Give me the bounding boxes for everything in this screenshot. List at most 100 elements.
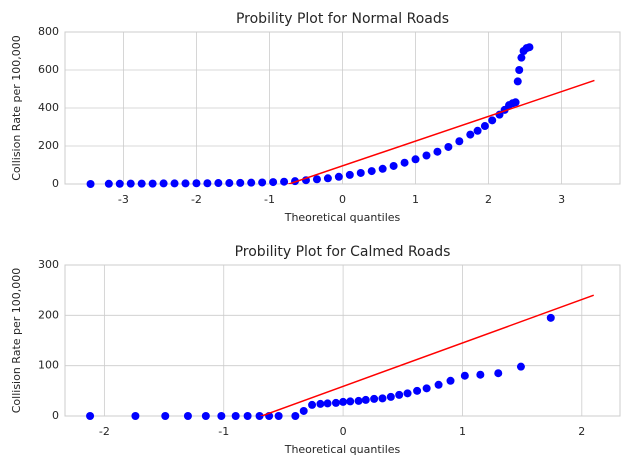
data-point [455, 137, 464, 146]
data-point [201, 412, 210, 420]
y-tick-label: 300 [38, 258, 59, 271]
data-point [243, 412, 252, 420]
data-point [231, 412, 240, 420]
data-point [86, 180, 95, 188]
data-point [378, 394, 387, 403]
x-tick-label: -1 [264, 193, 275, 206]
data-point [126, 179, 135, 188]
data-point [115, 179, 124, 188]
data-point [422, 151, 431, 160]
data-point [183, 412, 192, 420]
data-point [546, 313, 555, 322]
x-tick-label: -2 [191, 193, 202, 206]
data-point [131, 412, 140, 420]
data-point [334, 172, 343, 181]
data-point [159, 179, 168, 188]
data-point [280, 177, 289, 186]
x-tick-label: 2 [485, 193, 492, 206]
data-point [148, 179, 157, 188]
data-point [192, 179, 201, 188]
data-point [444, 142, 453, 151]
data-point [386, 392, 395, 401]
plot-frame [64, 264, 621, 417]
y-tick-label: 200 [38, 308, 59, 321]
data-point [214, 179, 223, 188]
data-point [370, 394, 379, 403]
data-point [345, 170, 354, 179]
chart-title: Probility Plot for Calmed Roads [235, 244, 451, 260]
data-point [316, 399, 325, 408]
data-point [274, 412, 283, 420]
data-point [400, 158, 409, 167]
data-point [170, 179, 179, 188]
data-point [346, 397, 355, 406]
data-point [517, 53, 526, 62]
chart-title: Probility Plot for Normal Roads [236, 11, 449, 27]
data-point [361, 395, 370, 404]
data-point [476, 370, 485, 379]
data-point [339, 397, 348, 406]
x-tick-label: 0 [339, 193, 346, 206]
data-point [367, 167, 376, 176]
data-point [356, 168, 365, 177]
y-tick-label: 400 [38, 101, 59, 114]
x-tick-label: 1 [459, 425, 466, 438]
x-axis-label: Theoretical quantiles [284, 443, 401, 456]
data-point [203, 179, 212, 188]
y-tick-label: 200 [38, 139, 59, 152]
x-tick-label: -2 [99, 425, 110, 438]
data-point [323, 174, 332, 183]
data-point [389, 161, 398, 170]
data-point [525, 43, 534, 52]
data-point [446, 376, 455, 385]
data-point [217, 412, 226, 420]
y-axis-label: Collision Rate per 100,000 [10, 35, 23, 181]
data-point [434, 380, 443, 389]
data-point [269, 178, 278, 187]
data-point [515, 66, 524, 74]
data-point [473, 126, 482, 135]
y-tick-label: 100 [38, 359, 59, 372]
data-point [137, 179, 146, 188]
data-point [511, 98, 520, 107]
data-point [403, 389, 412, 398]
fit-line [259, 294, 594, 416]
y-axis-label: Collision Rate per 100,000 [10, 268, 23, 414]
data-point [258, 178, 267, 187]
data-point [354, 396, 363, 405]
data-point [308, 400, 317, 409]
x-tick-label: 0 [340, 425, 347, 438]
data-point [422, 384, 431, 393]
data-point [480, 122, 489, 131]
data-point [331, 398, 340, 407]
data-point [161, 412, 170, 420]
data-point [236, 178, 245, 187]
y-tick-label: 800 [38, 25, 59, 38]
plot-frame [64, 31, 621, 185]
data-point [104, 179, 113, 188]
x-tick-label: 2 [578, 425, 585, 438]
data-point [181, 179, 190, 188]
data-point [86, 412, 95, 420]
data-point [291, 412, 300, 420]
data-point [516, 362, 525, 371]
data-point [323, 399, 332, 408]
x-tick-label: 3 [558, 193, 565, 206]
x-tick-label: -3 [118, 193, 129, 206]
data-point [225, 179, 234, 188]
data-point [378, 164, 387, 173]
data-point [413, 386, 422, 395]
subplot: 0 100 200 300 -2 -1 0 1 2 Probility Plot for Calm… [10, 244, 621, 456]
data-point [411, 155, 420, 164]
data-point [247, 178, 256, 187]
data-point [312, 175, 321, 184]
data-point [395, 390, 404, 399]
subplot: 0 200 400 600 800 -3 -2 -1 0 1 2 3 Probility Plot fo… [10, 11, 621, 224]
data-point [433, 147, 442, 156]
data-point [488, 116, 497, 125]
x-tick-label: -1 [218, 425, 229, 438]
y-tick-label: 0 [52, 177, 59, 190]
y-tick-label: 0 [52, 409, 59, 422]
data-point [466, 130, 475, 139]
